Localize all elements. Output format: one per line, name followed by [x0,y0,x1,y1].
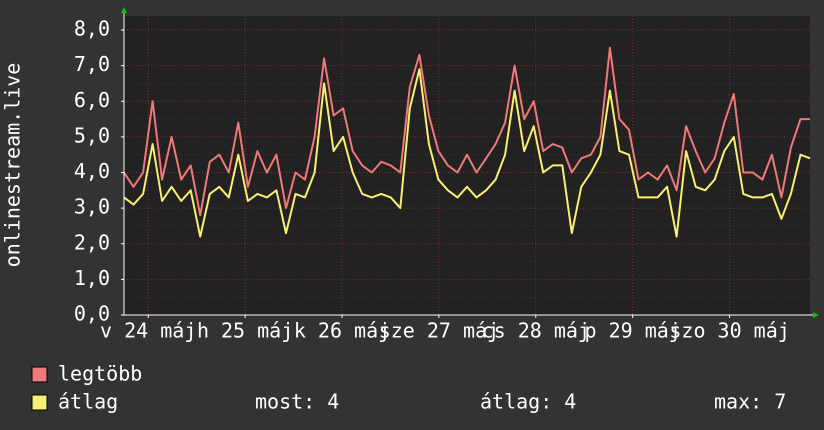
x-tick-label: szo 30 máj [669,319,789,343]
y-tick-label: 7,0 [74,52,110,76]
y-tick-label: 8,0 [74,17,110,41]
y-tick-label: 6,0 [74,88,110,112]
grid [121,16,810,318]
x-tick-label: sze 27 máj [379,319,499,343]
stat-label: most: 4 [255,390,339,414]
x-tick-label: h 25 máj [197,319,293,343]
x-tick-label: cs 28 máj [482,319,590,343]
y-arrow [121,7,127,13]
series-line [123,46,810,217]
y-tick-label: 3,0 [74,195,110,219]
lines [123,46,811,238]
y-tick-label: 1,0 [74,266,110,290]
legend-swatch [31,366,48,383]
y-tick-label: 5,0 [74,123,110,147]
legend-swatch [31,394,48,411]
series-line [123,68,811,238]
legend: legtöbb átlag most: 4 átlag: 4 max: 7 [31,362,786,414]
x-tick-label: k 26 máj [294,319,390,343]
y-tick-label: 0,0 [74,302,110,326]
y-tick-label: 4,0 [74,159,110,183]
x-tick-label: p 29 máj [585,319,681,343]
stat-label: max: 7 [714,390,786,414]
y-axis-label: onlinestream.live [1,63,25,268]
x-arrow [813,312,819,318]
plot-area [124,16,810,315]
legend-label: legtöbb [58,362,142,386]
axes [121,7,819,318]
stat-label: átlag: 4 [480,390,576,414]
x-tick-label: v 24 máj [100,319,196,343]
legend-label: átlag [58,390,118,414]
y-tick-label: 2,0 [74,230,110,254]
